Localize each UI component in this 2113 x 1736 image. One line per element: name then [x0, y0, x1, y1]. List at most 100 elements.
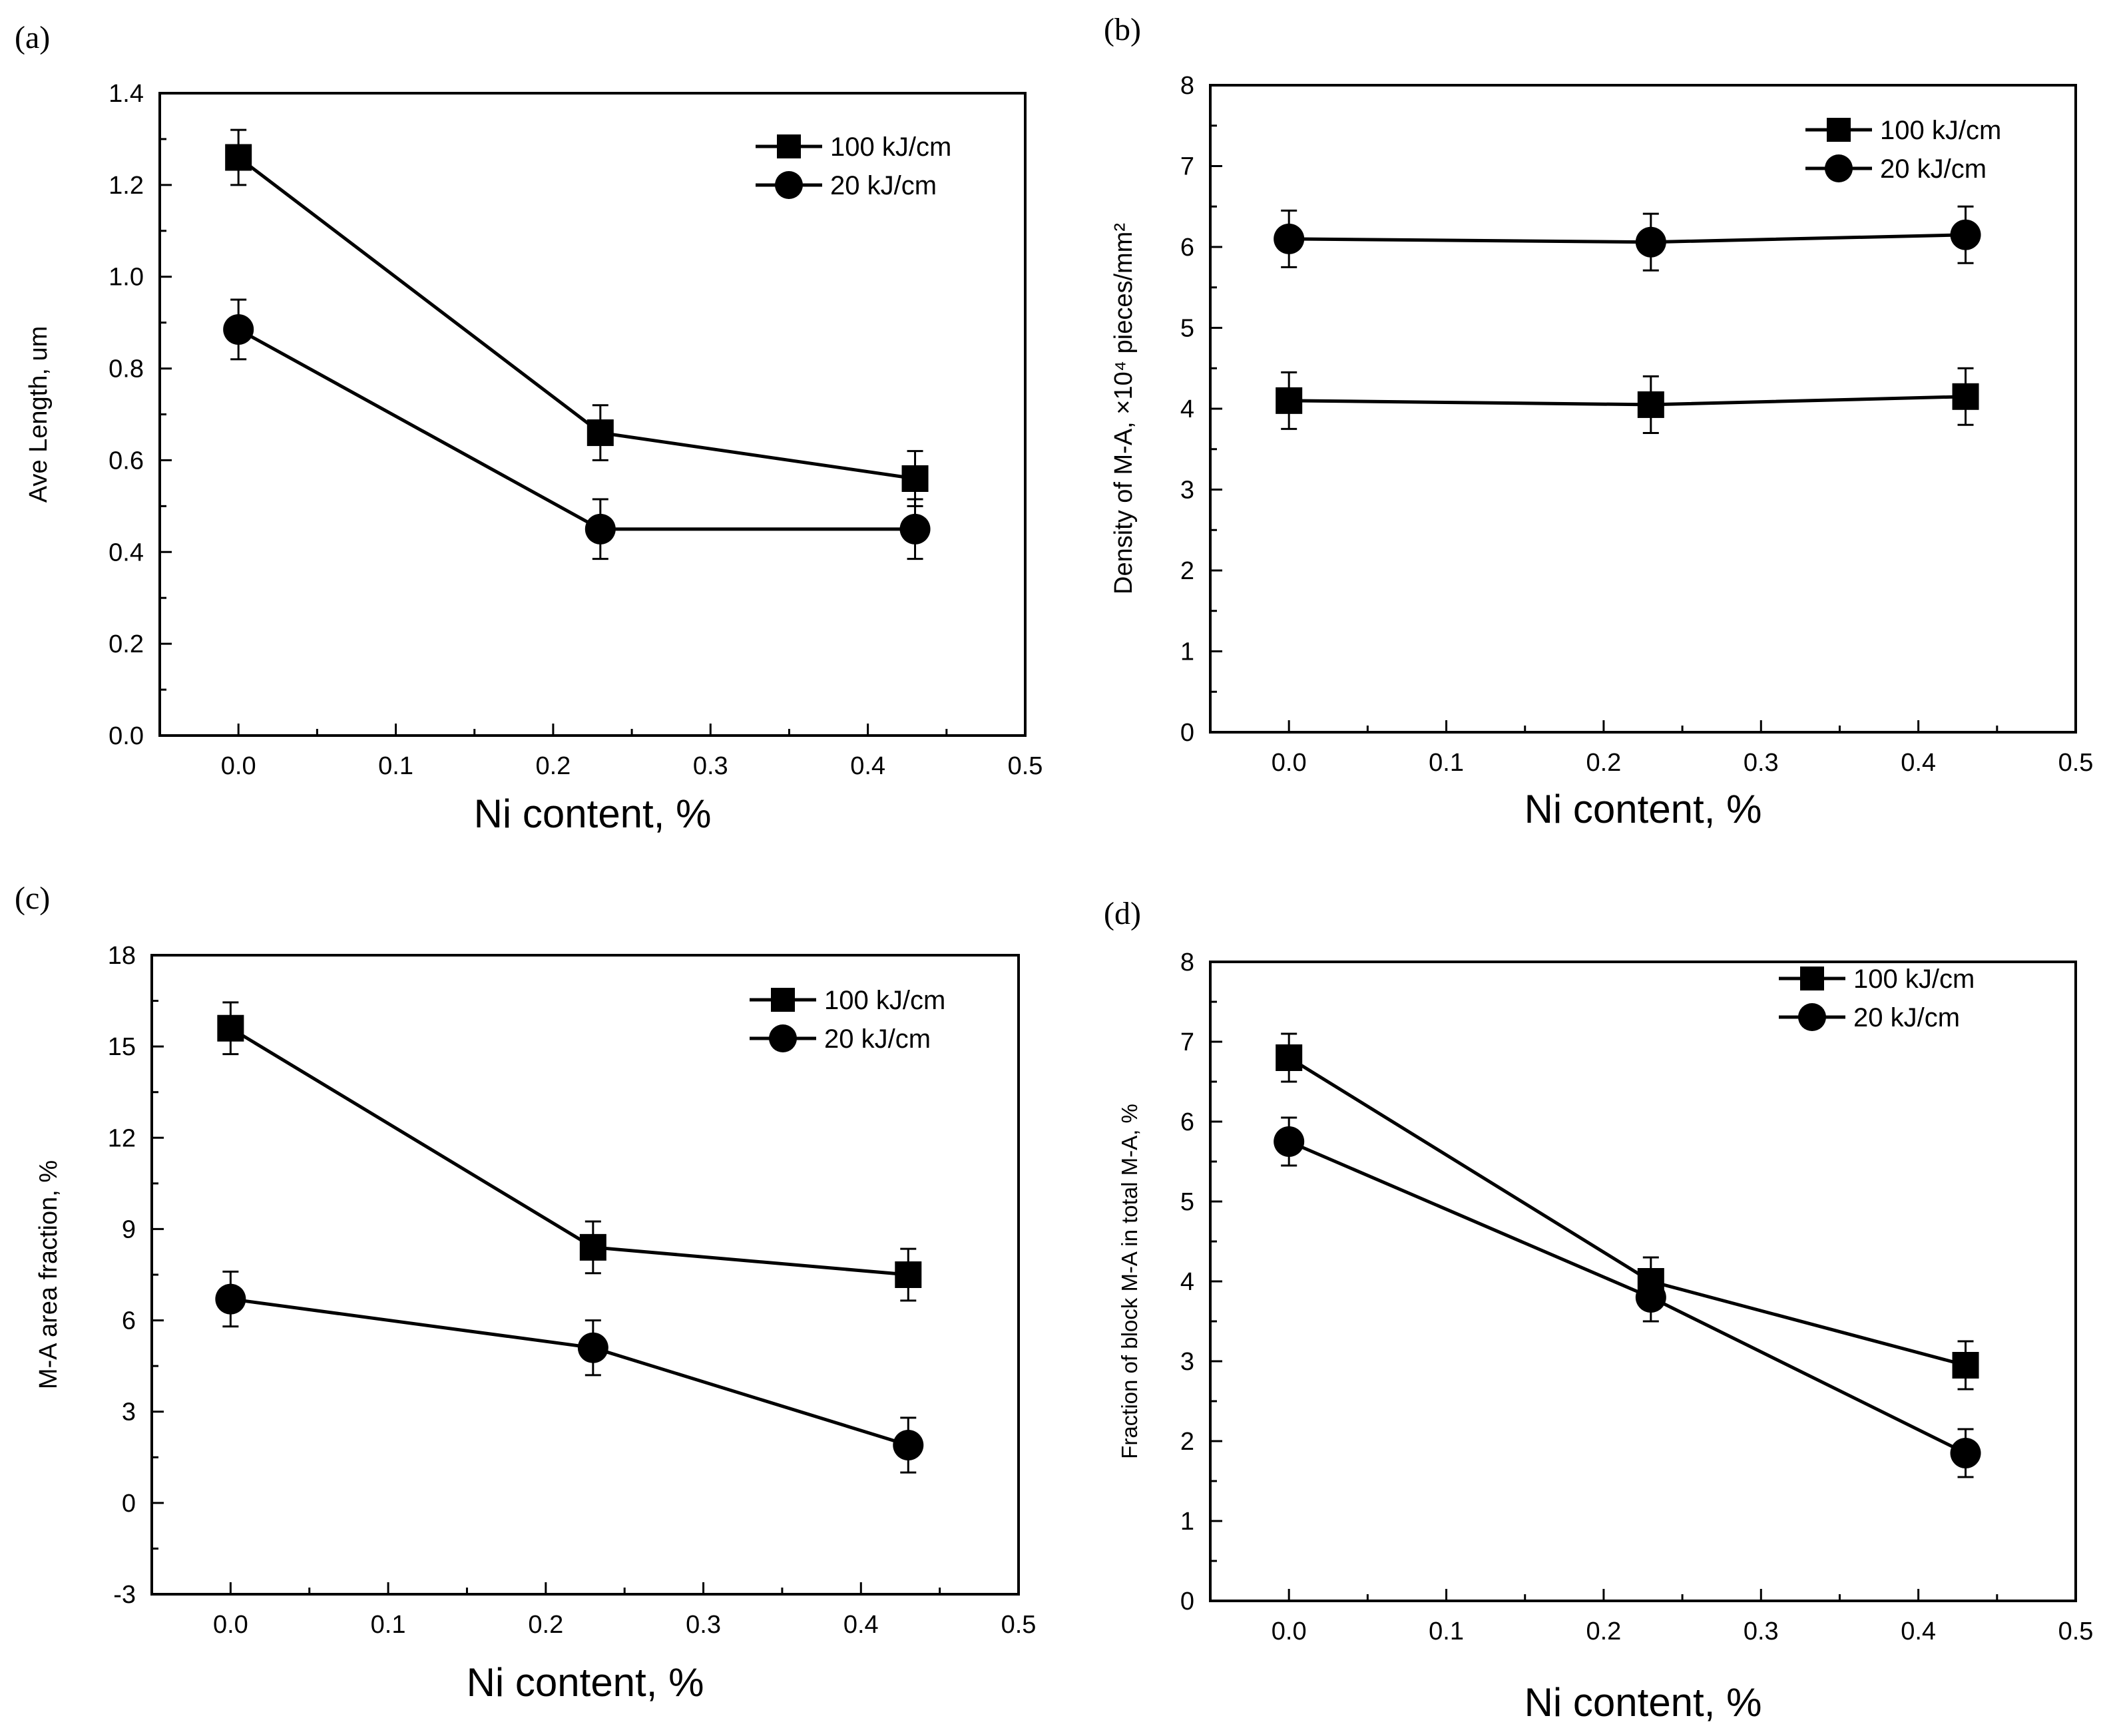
y-tick-label: 0.4 [109, 539, 144, 566]
y-tick-label: 3 [1180, 1348, 1194, 1376]
series-100kj [225, 128, 929, 507]
y-tick-label: 18 [108, 942, 136, 970]
data-point [223, 314, 254, 345]
data-point [1274, 223, 1305, 254]
x-tick-label: 0.0 [1272, 1618, 1307, 1645]
y-tick-label: 6 [1180, 234, 1194, 262]
data-point [1950, 1438, 1981, 1468]
legend: 100 kJ/cm 20 kJ/cm [756, 132, 951, 200]
data-point [217, 1014, 244, 1042]
y-tick-label: 4 [1180, 395, 1194, 423]
y-axis-title: Ave Length, um [25, 326, 53, 503]
x-tick-label: 0.1 [1429, 749, 1464, 777]
data-point [895, 1261, 922, 1288]
x-tick-label: 0.5 [1001, 1611, 1037, 1639]
chart-panel-4: (d) 0.0 0.1 0.2 0.3 0.4 0.5 0 1 2 3 4 5 6 7 8 Ni content… [1104, 896, 2093, 1725]
data-point [893, 1430, 924, 1460]
panel-label: (a) [15, 20, 50, 55]
series-line [230, 1026, 909, 1277]
x-tick-label: 0.4 [843, 1611, 879, 1639]
series-20kj [1274, 205, 1981, 272]
y-tick-label: 0 [1180, 719, 1194, 747]
x-tick-label: 0.5 [1008, 752, 1043, 780]
data-point [1637, 391, 1664, 418]
data-point [587, 419, 614, 447]
x-axis-title: Ni content, % [1525, 787, 1762, 831]
y-tick-label: 0.2 [109, 630, 144, 658]
y-tick-label: 9 [122, 1215, 136, 1243]
chart-panel-2: (b) 0.0 0.1 0.2 0.3 0.4 0.5 0 1 2 3 4 5 6 7 8 Ni content… [1104, 12, 2093, 831]
x-tick-label: 0.3 [686, 1611, 721, 1639]
y-tick-label: 5 [1180, 315, 1194, 343]
legend-marker [769, 1024, 797, 1052]
panel-label: (c) [15, 881, 50, 916]
data-point [215, 1283, 246, 1315]
x-tick-label: 0.1 [378, 752, 413, 780]
data-point [579, 1233, 606, 1261]
series-line [1288, 1056, 1967, 1367]
legend-marker [777, 134, 801, 158]
legend-label: 20 kJ/cm [1880, 154, 1987, 184]
panel-label: (b) [1104, 12, 1141, 47]
y-tick-label: 0.8 [109, 355, 144, 383]
data-point [1276, 387, 1303, 414]
y-tick-label: 0.6 [109, 447, 144, 475]
legend: 100 kJ/cm 20 kJ/cm [750, 986, 945, 1054]
y-tick-label: 15 [108, 1033, 136, 1061]
y-axis-title: Fraction of block M-A in total M-A, % [1117, 1104, 1142, 1459]
x-tick-label: 0.2 [1586, 1618, 1621, 1645]
series-line [1289, 233, 1966, 244]
x-tick-label: 0.0 [221, 752, 256, 780]
x-tick-label: 0.0 [213, 1611, 248, 1639]
series-20kj [215, 1270, 924, 1474]
x-tick-label: 0.3 [693, 752, 728, 780]
x-tick-label: 0.0 [1272, 749, 1307, 777]
legend: 100 kJ/cm 20 kJ/cm [1779, 965, 1975, 1032]
data-point [1952, 383, 1979, 410]
series-100kj [217, 1001, 922, 1302]
y-tick-label: 1 [1180, 638, 1194, 666]
y-tick-label: 1.0 [109, 264, 144, 292]
data-point [899, 513, 931, 544]
legend-label: 20 kJ/cm [830, 171, 937, 200]
series-line [1288, 1140, 1967, 1455]
legend-marker [771, 988, 795, 1012]
legend-label: 100 kJ/cm [1853, 965, 1975, 994]
x-tick-label: 0.2 [528, 1611, 563, 1639]
legend-marker [775, 171, 803, 199]
series-line [230, 1297, 909, 1447]
legend-marker [1827, 118, 1851, 142]
y-tick-label: 12 [108, 1124, 136, 1152]
series-20kj [223, 298, 931, 560]
y-tick-label: 4 [1180, 1268, 1194, 1296]
y-tick-label: 1 [1180, 1508, 1194, 1536]
legend-label: 100 kJ/cm [830, 132, 951, 162]
x-tick-label: 0.4 [1901, 749, 1936, 777]
data-point [1274, 1126, 1305, 1157]
legend-marker [1800, 967, 1824, 990]
legend-label: 20 kJ/cm [824, 1024, 931, 1054]
legend-label: 20 kJ/cm [1853, 1003, 1960, 1032]
legend-marker [1825, 154, 1853, 182]
y-tick-label: 7 [1180, 1028, 1194, 1056]
x-axis-title: Ni content, % [467, 1660, 704, 1705]
x-tick-label: 0.3 [1744, 1618, 1779, 1645]
x-axis-title: Ni content, % [474, 791, 712, 836]
x-tick-label: 0.1 [1429, 1618, 1464, 1645]
data-point [585, 513, 616, 544]
y-tick-label: 6 [1180, 1108, 1194, 1136]
y-tick-label: 3 [1180, 477, 1194, 505]
legend: 100 kJ/cm 20 kJ/cm [1805, 116, 2001, 184]
series-20kj [1274, 1116, 1981, 1478]
y-axis-title: M-A area fraction, % [35, 1160, 63, 1389]
x-tick-label: 0.5 [2058, 1618, 2094, 1645]
data-point [577, 1332, 608, 1363]
chart-panel-1: (a) 0.0 0.1 0.2 0.3 0.4 0.5 0.0 0.2 0.4 0.6 0.8 1.0 1… [15, 20, 1043, 836]
x-tick-label: 0.4 [850, 752, 885, 780]
legend-label: 100 kJ/cm [1880, 116, 2001, 145]
data-point [1635, 226, 1666, 258]
data-point [1276, 1044, 1303, 1071]
y-tick-label: 2 [1180, 1428, 1194, 1456]
series-100kj [1276, 367, 1979, 434]
x-tick-label: 0.2 [535, 752, 571, 780]
